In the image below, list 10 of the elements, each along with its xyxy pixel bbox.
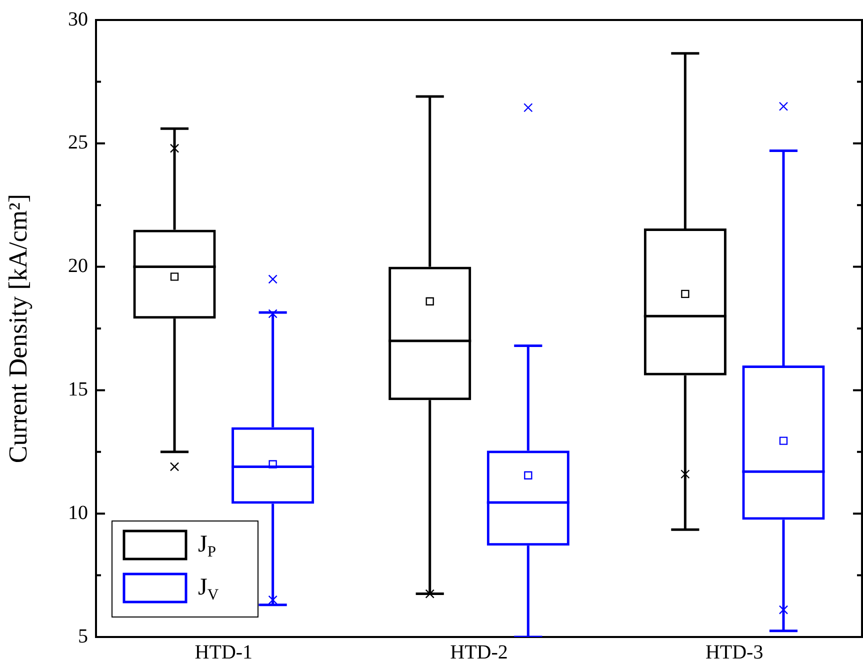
y-tick-label: 15 (68, 378, 88, 400)
x-tick-label: HTD-1 (194, 641, 253, 664)
y-tick-label: 20 (68, 255, 88, 278)
y-axis-title: Current Density [kA/cm²] (3, 194, 32, 464)
y-tick-label: 10 (68, 502, 88, 524)
y-tick-label: 30 (68, 8, 88, 30)
x-tick-label: HTD-2 (450, 641, 508, 664)
x-tick-label: HTD-3 (705, 641, 764, 664)
y-tick-label: 25 (68, 132, 88, 154)
y-tick-label: 5 (78, 625, 88, 648)
